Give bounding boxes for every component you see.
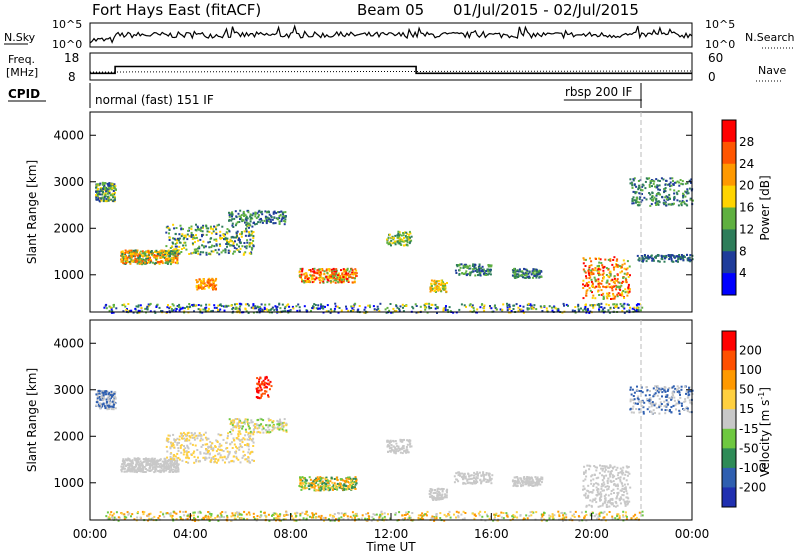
cpid-label: CPID <box>8 87 40 101</box>
colorbar-tick-label: -50 <box>739 441 759 455</box>
nsky-tick-high: 10^5 <box>52 18 82 31</box>
colorbar-tick-label: 20 <box>739 179 754 193</box>
y-tick-label: 3000 <box>53 175 84 189</box>
colorbar-swatch <box>722 331 736 352</box>
x-tick-label: 04:00 <box>173 527 208 541</box>
colorbar-tick-label: 8 <box>739 244 747 258</box>
colorbar-swatch <box>722 467 736 488</box>
y-tick-label: 1000 <box>53 476 84 490</box>
colorbar-tick-label: 28 <box>739 135 754 149</box>
power-echoes <box>95 177 694 314</box>
colorbar-tick-label: -200 <box>739 480 766 494</box>
date-range: 01/Jul/2015 - 02/Jul/2015 <box>453 1 639 19</box>
freq-line <box>90 65 692 75</box>
colorbar-tick-label: -15 <box>739 422 759 436</box>
colorbar-swatch <box>722 350 736 371</box>
cpid-panel: CPID normal (fast) 151 IF rbsp 200 IF <box>8 83 642 108</box>
y-tick-label: 4000 <box>53 128 84 142</box>
colorbar-swatch <box>722 428 736 449</box>
power-ylabel: Slant Range [km] <box>25 160 39 264</box>
cpid-segment-rbsp: rbsp 200 IF <box>565 85 632 99</box>
freq-label: Freq. <box>8 53 35 66</box>
x-tick-label: 08:00 <box>273 527 308 541</box>
y-tick-label: 1000 <box>53 268 84 282</box>
velocity-ylabel: Slant Range [km] <box>25 368 39 472</box>
colorbar-swatch <box>722 120 736 143</box>
velocity-colorbar-label: Velocity [m s-1] <box>757 387 772 477</box>
colorbar-swatch <box>722 141 736 165</box>
velocity-y-axis: 1000 2000 3000 4000 <box>53 336 692 490</box>
beam-title: Beam 05 <box>357 1 424 19</box>
colorbar-tick-label: 50 <box>739 383 754 397</box>
nsearch-label: N.Search <box>745 31 795 44</box>
colorbar-swatch <box>722 251 736 274</box>
colorbar-swatch <box>722 487 736 508</box>
freq-panel: Freq. [MHz] 18 8 60 0 Nave <box>6 51 786 84</box>
velocity-echoes <box>95 375 694 522</box>
freq-tick-high: 18 <box>64 51 79 65</box>
power-colorbar-label: Power [dB] <box>758 175 772 240</box>
nsky-tick-low: 10^0 <box>52 38 82 51</box>
station-title: Fort Hays East (fitACF) <box>92 1 261 19</box>
nave-label: Nave <box>758 64 786 77</box>
freq-unit: [MHz] <box>6 66 38 79</box>
nsky-label: N.Sky <box>4 31 36 44</box>
colorbar-tick-label: 4 <box>739 266 747 280</box>
colorbar-tick-label: 16 <box>739 201 754 215</box>
cpid-segment-normal: normal (fast) 151 IF <box>95 93 214 107</box>
x-tick-label: 20:00 <box>574 527 609 541</box>
colorbar-swatch <box>722 229 736 252</box>
y-tick-label: 2000 <box>53 221 84 235</box>
velocity-colorbar: 200 100 50 15 -15 -50 -100 -200 <box>721 330 766 508</box>
colorbar-swatch <box>722 207 736 230</box>
colorbar-tick-label: -100 <box>739 461 766 475</box>
nave-dots <box>89 70 693 73</box>
colorbar-swatch <box>722 409 736 430</box>
colorbar-swatch <box>722 389 736 410</box>
y-tick-label: 2000 <box>53 429 84 443</box>
colorbar-swatch <box>722 370 736 391</box>
x-axis-label: Time UT <box>365 540 416 554</box>
time-x-axis: 00:00 04:00 08:00 12:00 16:00 20:00 00:00 <box>73 513 710 541</box>
colorbar-tick-label: 200 <box>739 344 762 358</box>
colorbar-swatch <box>722 185 736 208</box>
colorbar-swatch <box>722 273 736 296</box>
nsky-panel: N.Sky 10^5 10^0 10^5 10^0 N.Search <box>4 18 795 51</box>
colorbar-swatch <box>722 163 736 187</box>
freq-tick-low: 8 <box>68 70 76 84</box>
x-tick-label: 00:00 <box>73 527 108 541</box>
x-tick-label: 00:00 <box>675 527 710 541</box>
colorbar-tick-label: 24 <box>739 157 754 171</box>
nsky-trace <box>89 24 693 44</box>
nave-tick-high: 60 <box>708 51 723 65</box>
nave-tick-low: 0 <box>708 70 716 84</box>
colorbar-tick-label: 100 <box>739 363 762 377</box>
power-y-axis: 1000 2000 3000 4000 <box>53 128 692 282</box>
colorbar-tick-label: 15 <box>739 402 754 416</box>
colorbar-swatch <box>722 448 736 469</box>
nsearch-tick-low: 10^0 <box>705 38 735 51</box>
nsearch-tick-high: 10^5 <box>705 18 735 31</box>
y-tick-label: 4000 <box>53 336 84 350</box>
power-panel: 1000 2000 3000 4000 Slant Range [km] 4 8 12 16… <box>25 111 772 314</box>
power-colorbar: 4 8 12 16 20 24 28 <box>721 119 754 296</box>
x-tick-label: 16:00 <box>474 527 509 541</box>
x-tick-label: 12:00 <box>374 527 409 541</box>
y-tick-label: 3000 <box>53 383 84 397</box>
velocity-panel: 1000 2000 3000 4000 Slant Range [km] 200 100… <box>25 319 772 554</box>
colorbar-tick-label: 12 <box>739 222 754 236</box>
